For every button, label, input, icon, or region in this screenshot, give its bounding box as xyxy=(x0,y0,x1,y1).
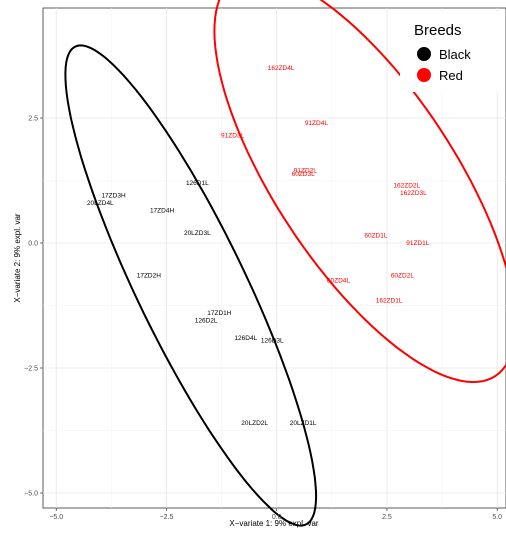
sample-point-162zd1l: 162ZD1L xyxy=(376,298,403,305)
sample-point-60zd1l: 60ZD1L xyxy=(364,233,388,240)
sample-point-91zd3l: 91ZD3L xyxy=(221,133,245,140)
sample-point-91zd4l: 91ZD4L xyxy=(305,120,329,127)
sample-point-60zd3l: 60ZD3L xyxy=(292,171,316,178)
sample-point-20lzd1l: 20LZD1L xyxy=(290,420,317,427)
x-tick-label: −5.0 xyxy=(49,514,63,521)
ellipse-red xyxy=(213,0,506,384)
x-axis-label: X−variate 1: 9% expl. var xyxy=(229,519,318,528)
sample-point-126d2l: 126D2L xyxy=(195,318,218,325)
sample-point-20lzd4l: 20LZD4L xyxy=(87,200,114,207)
sample-point-17zd4h: 17ZD4H xyxy=(150,208,175,215)
legend-key-red xyxy=(417,68,431,82)
sample-point-60zd2l: 60ZD2L xyxy=(391,273,415,280)
sample-point-17zd1h: 17ZD1H xyxy=(207,310,232,317)
sample-point-162zd3l: 162ZD3L xyxy=(400,190,427,197)
legend-title: Breeds xyxy=(414,22,462,39)
sample-point-20lzd2l: 20LZD2L xyxy=(241,420,268,427)
y-axis-label: X−variate 2: 9% expl. var xyxy=(13,213,22,302)
sample-point-126d4l: 126D4L xyxy=(234,335,257,342)
sample-point-91zd1l: 91ZD1L xyxy=(406,240,430,247)
y-tick-label: 2.5 xyxy=(28,116,38,123)
y-tick-label: −2.5 xyxy=(24,366,38,373)
sample-point-126d3l: 126D3L xyxy=(261,338,284,345)
legend: Breeds Black Red xyxy=(400,12,504,92)
sample-point-162zd4l: 162ZD4L xyxy=(268,65,295,72)
confidence-ellipses xyxy=(64,0,506,527)
legend-label-red: Red xyxy=(439,68,463,83)
x-tick-label: −2.5 xyxy=(160,514,174,521)
sample-point-91zd2l: 91ZD2L xyxy=(294,168,318,175)
x-tick-label: 5.0 xyxy=(492,514,502,521)
x-tick-label: 2.5 xyxy=(382,514,392,521)
y-tick-label: −5.0 xyxy=(24,491,38,498)
axes: −5.0 −2.5 0.0 2.5 5.0 2.5 0.0 −2.5 −5.0 xyxy=(24,116,502,522)
legend-label-black: Black xyxy=(439,47,471,62)
x-tick-label: 0.0 xyxy=(272,514,282,521)
sample-point-126d1l: 126D1L xyxy=(186,180,209,187)
sample-point-17zd2h: 17ZD2H xyxy=(137,273,162,280)
y-tick-label: 0.0 xyxy=(28,241,38,248)
legend-key-black xyxy=(417,47,431,61)
sample-point-60zd4l: 60ZD4L xyxy=(327,278,351,285)
sample-point-17zd3h: 17ZD3H xyxy=(101,193,126,200)
ellipse-black xyxy=(64,44,318,527)
sample-point-20lzd3l: 20LZD3L xyxy=(184,230,211,237)
sample-point-162zd2l: 162ZD2L xyxy=(393,183,420,190)
